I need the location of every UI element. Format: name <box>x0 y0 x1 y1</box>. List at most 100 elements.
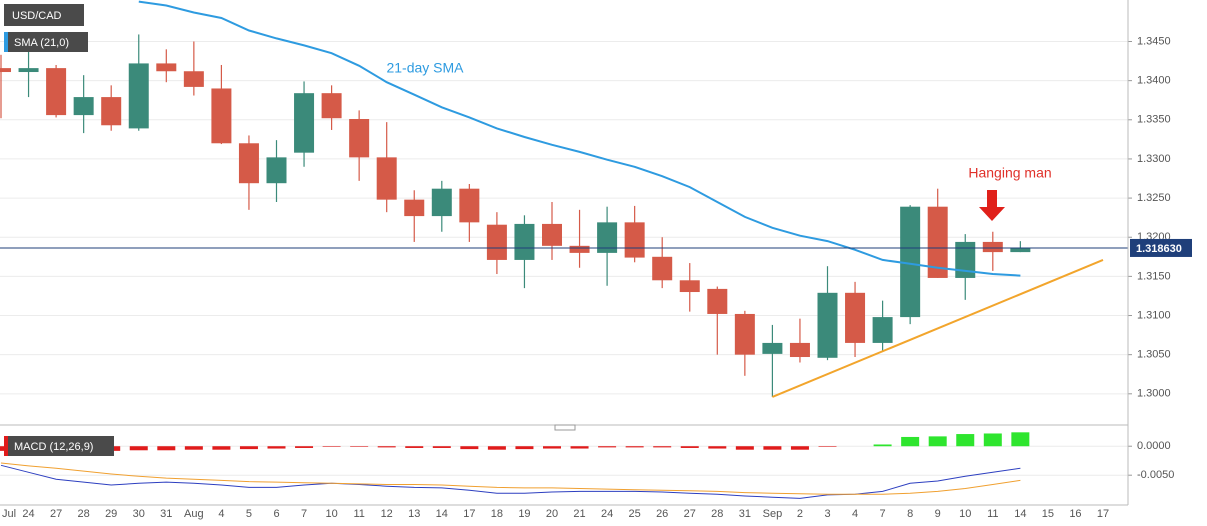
x-tick-label: 13 <box>408 508 420 520</box>
x-tick-label: 28 <box>78 508 90 520</box>
price-plot <box>0 0 1104 398</box>
x-tick-label: 24 <box>22 508 34 520</box>
pattern-arrow <box>979 190 1005 221</box>
y-tick-label: -0.0050 <box>1137 469 1174 481</box>
candle-body <box>927 206 948 278</box>
candle-body <box>321 93 342 119</box>
candle-body <box>955 241 976 278</box>
candle-body <box>872 317 893 343</box>
histogram-bar <box>543 446 561 449</box>
x-tick-label: 25 <box>629 508 641 520</box>
candle-body <box>431 188 452 217</box>
indicator-tag <box>4 32 88 52</box>
x-tick-label: 10 <box>959 508 971 520</box>
x-tick-label: 11 <box>353 508 364 520</box>
x-tick-label: 14 <box>436 508 448 520</box>
axis-layer: 1.30001.30501.31001.31501.32001.32501.33… <box>0 35 1192 520</box>
x-tick-label: 4 <box>852 508 858 520</box>
candle-body <box>46 68 67 116</box>
pattern-annotation: Hanging man <box>968 165 1051 181</box>
y-tick-label: 1.3050 <box>1137 349 1171 361</box>
histogram-bar <box>928 436 947 447</box>
histogram-bar <box>598 446 617 448</box>
candle-body <box>101 97 122 126</box>
x-tick-label: 14 <box>1014 508 1026 520</box>
x-tick-label: 15 <box>1042 508 1054 520</box>
histogram-bar <box>322 446 341 447</box>
histogram-bar <box>212 446 231 450</box>
candle-body <box>459 188 480 223</box>
candle-body <box>734 313 755 355</box>
histogram-bar <box>295 446 314 448</box>
histogram-bar <box>1011 432 1030 447</box>
candle-body <box>789 342 810 358</box>
sma-annotation: 21-day SMA <box>386 60 464 76</box>
candle-body <box>266 157 287 184</box>
x-tick-label: 30 <box>133 508 145 520</box>
candle-body <box>156 63 177 72</box>
x-tick-label: 3 <box>824 508 830 520</box>
histogram-bar <box>129 446 148 451</box>
histogram-bar <box>625 446 644 448</box>
candle-body <box>542 223 562 246</box>
macd-swatch <box>4 436 8 456</box>
x-tick-label: 28 <box>711 508 723 520</box>
candle-body <box>679 280 700 293</box>
x-tick-label: 17 <box>463 508 475 520</box>
histogram-bar <box>818 446 837 447</box>
candle-body <box>18 68 39 73</box>
histogram-bar <box>653 446 672 448</box>
histogram-bar <box>239 446 258 450</box>
candle-body <box>0 68 11 73</box>
x-tick-label: 4 <box>218 508 224 520</box>
candle-body <box>376 157 397 200</box>
x-tick-label: 18 <box>491 508 503 520</box>
y-tick-label: 1.3000 <box>1137 388 1171 400</box>
candle-body <box>652 256 673 281</box>
histogram-bar <box>708 446 727 449</box>
candle-body <box>597 222 618 253</box>
y-tick-label: 1.3300 <box>1137 153 1171 165</box>
x-tick-label: 20 <box>546 508 558 520</box>
x-tick-label: Jul <box>2 508 16 520</box>
histogram-bar <box>460 446 479 450</box>
trend-line <box>772 259 1104 398</box>
histogram-bar <box>763 446 782 450</box>
histogram-bar <box>983 433 1002 447</box>
panel-handle <box>554 424 576 431</box>
symbol-label: USD/CAD <box>12 10 62 22</box>
y-tick-label: 1.3250 <box>1137 192 1171 204</box>
y-tick-label: 1.3350 <box>1137 114 1171 126</box>
histogram-bar <box>405 446 424 448</box>
histogram-bar <box>790 446 809 450</box>
histogram-bar <box>350 446 369 447</box>
histogram-bar <box>680 446 699 448</box>
candle-body <box>845 292 866 343</box>
macd-label: MACD (12,26,9) <box>14 441 93 453</box>
macd-tag <box>4 436 114 456</box>
x-tick-label: 19 <box>518 508 530 520</box>
candle-body <box>762 342 783 354</box>
x-tick-label: 16 <box>1069 508 1081 520</box>
x-tick-label: 27 <box>50 508 62 520</box>
x-tick-label: 8 <box>907 508 913 520</box>
y-tick-label: 0.0000 <box>1137 440 1171 452</box>
candle-body <box>982 241 1003 253</box>
histogram-bar <box>873 444 892 447</box>
x-tick-label: 2 <box>797 508 803 520</box>
histogram-bar <box>515 446 534 450</box>
x-tick-label: 26 <box>656 508 668 520</box>
x-tick-label: 31 <box>160 508 172 520</box>
x-tick-label: 7 <box>880 508 886 520</box>
y-tick-label: 1.3400 <box>1137 75 1171 87</box>
histogram-bar <box>956 434 975 447</box>
x-tick-label: Aug <box>184 508 204 520</box>
candle-body <box>294 93 315 153</box>
x-tick-label: 31 <box>739 508 751 520</box>
candle-body <box>404 199 425 217</box>
candle-body <box>1010 248 1031 253</box>
indicator-swatch <box>4 32 8 52</box>
candle-body <box>349 119 370 158</box>
